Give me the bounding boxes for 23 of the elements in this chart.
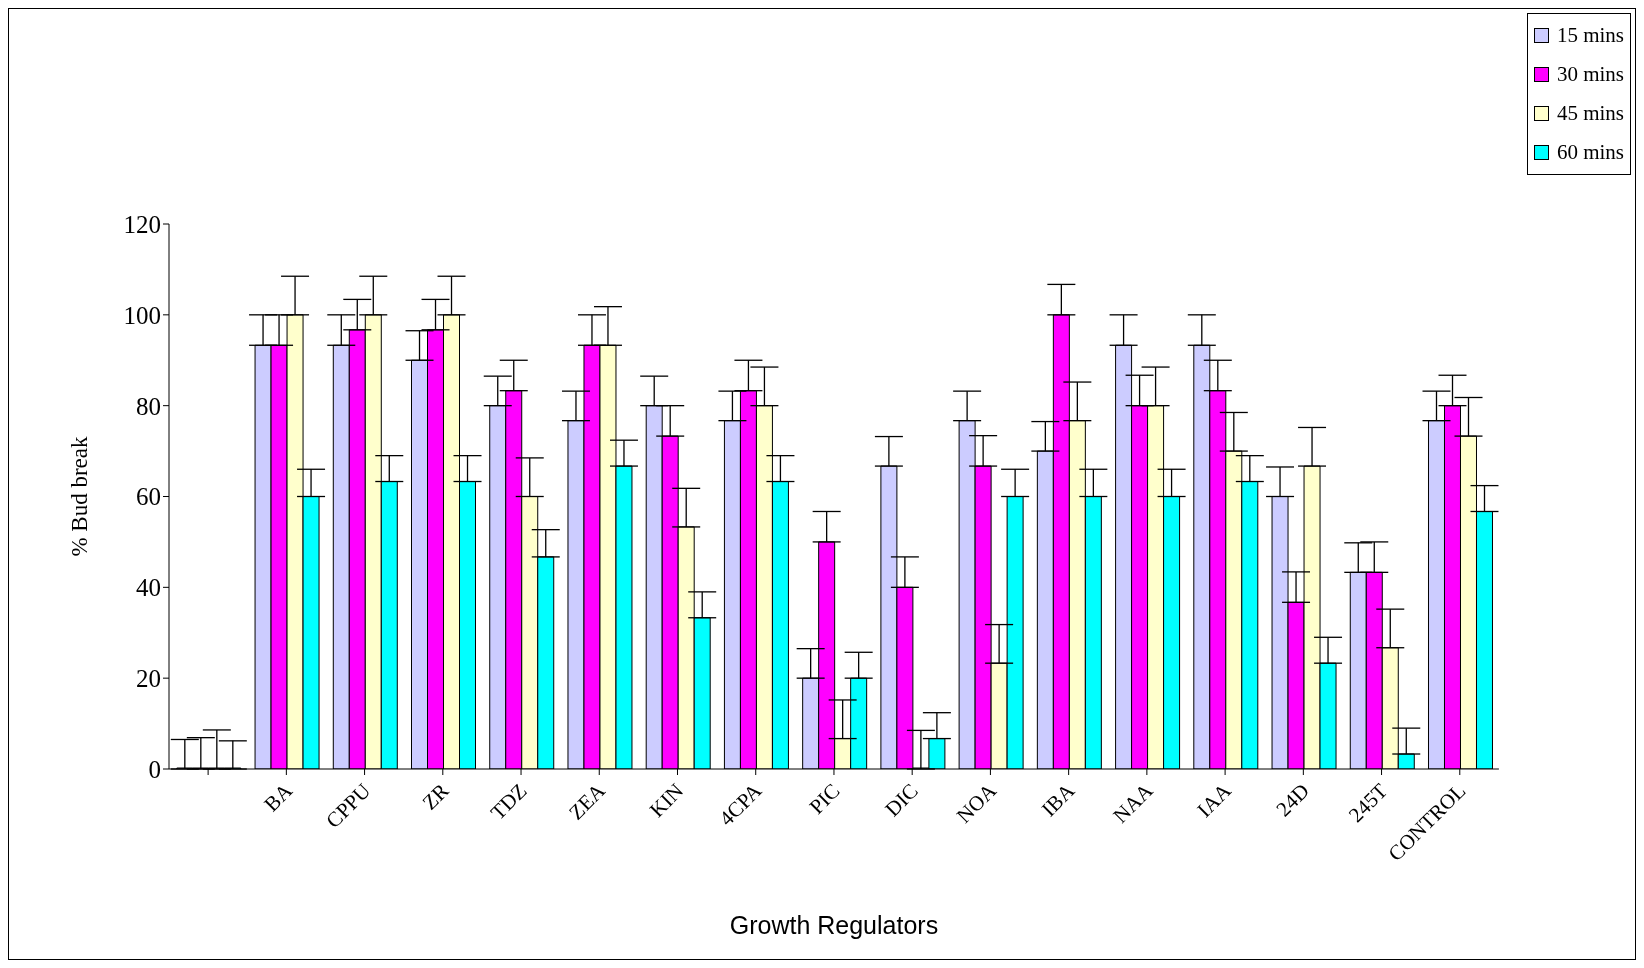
legend-label: 30 mins (1556, 62, 1624, 87)
legend-label: 60 mins (1556, 140, 1624, 165)
x-tick-label: DIC (880, 778, 923, 822)
y-tick-label: 100 (123, 301, 161, 329)
x-tick-label: 24D (1271, 778, 1314, 822)
x-tick-label: BA (259, 778, 298, 817)
y-tick-label: 20 (136, 665, 161, 693)
x-tick-label: IBA (1036, 778, 1080, 822)
x-tick-label: KIN (644, 778, 689, 822)
y-tick-label: 60 (136, 483, 161, 511)
y-tick-label: 0 (148, 755, 161, 783)
y-tick-label: 40 (136, 574, 161, 602)
x-tick-label: PIC (804, 778, 845, 819)
legend-label: 45 mins (1556, 101, 1624, 126)
x-tick-label: ZR (417, 778, 454, 815)
legend-label: 15 mins (1556, 23, 1624, 48)
x-tick-label: TDZ (485, 778, 532, 825)
y-tick-label: 80 (136, 392, 161, 420)
x-axis-title: Growth Regulators (729, 911, 939, 939)
x-tick-label: IAA (1192, 778, 1237, 822)
y-axis-title: % Bud break (67, 435, 93, 557)
y-tick-label: 120 (123, 210, 161, 238)
x-tick-label: ZEA (564, 778, 611, 825)
